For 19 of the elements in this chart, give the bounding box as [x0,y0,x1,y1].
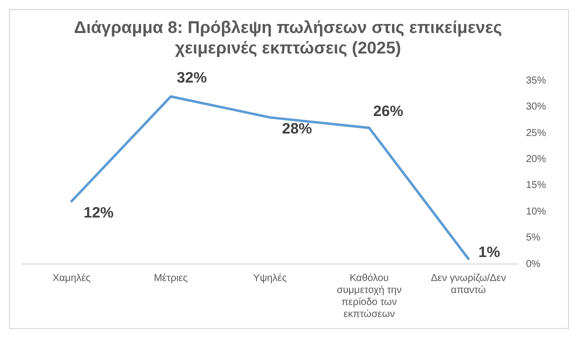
x-tick-label: Υψηλές [253,272,287,284]
y-tick-label: 15% [526,180,546,192]
y-tick-label: 10% [526,206,546,218]
y-tick-label: 5% [526,232,541,244]
x-tick-label: Καθόλου συμμετοχή την περίοδο των εκπτώσεων [336,272,402,320]
x-tick-label: Δεν γνωρίζω/Δεν απαντώ [430,272,506,296]
data-label: 28% [282,120,312,138]
chart-title: Διάγραμμα 8: Πρόβλεψη πωλήσεων στις επικείμενες χειμερινές εκπτώσεις (2025) [74,18,502,58]
x-tick-label: Χαμηλές [52,272,91,284]
data-label: 32% [176,70,207,87]
y-tick-label: 20% [526,154,546,166]
y-tick-label: 25% [526,128,546,139]
data-label: 26% [373,103,404,120]
y-tick-label: 30% [526,102,546,113]
data-label: 1% [478,244,500,261]
y-tick-label: 35% [526,76,546,87]
y-tick-label: 0% [526,258,541,270]
x-tick-label: Μέτριες [154,272,188,284]
data-label: 12% [84,204,114,222]
